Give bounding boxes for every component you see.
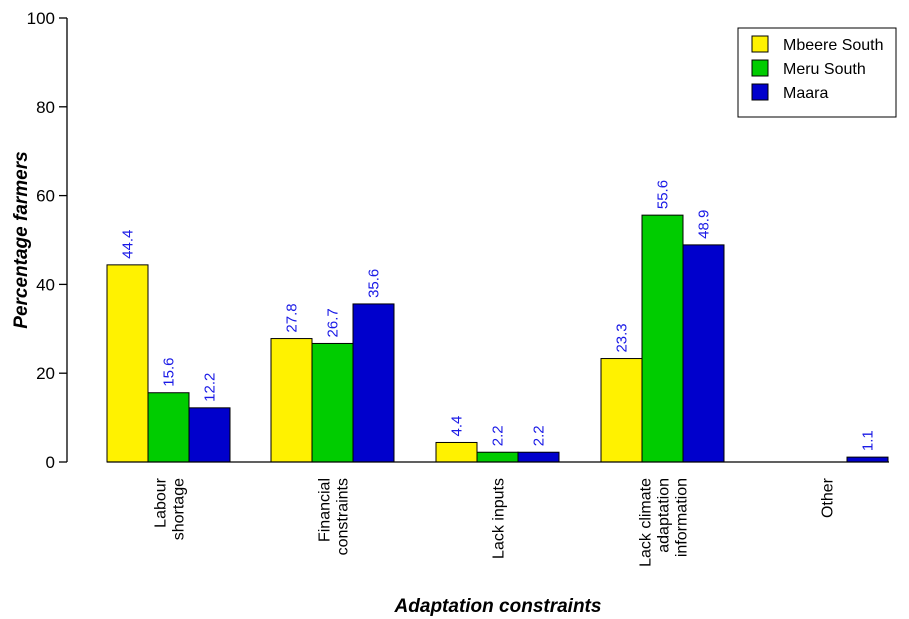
y-tick-label: 0 [46, 453, 55, 472]
bar [600, 358, 643, 463]
y-axis: 0 20 40 60 80 100 [27, 9, 68, 472]
legend-swatch [751, 35, 769, 53]
bar [106, 264, 149, 463]
x-category-label: shortage [171, 478, 188, 540]
bar [517, 451, 560, 463]
y-tick-label: 40 [36, 275, 55, 294]
bar-value-label: 2.2 [490, 425, 507, 446]
legend-label: Meru South [783, 61, 866, 78]
legend-swatch [751, 83, 769, 101]
x-axis-title: Adaptation constraints [394, 596, 602, 617]
bar [682, 244, 725, 463]
legend-swatch [751, 59, 769, 77]
bar-value-label: 27.8 [284, 303, 301, 332]
legend: Mbeere South Meru South Maara [737, 27, 897, 118]
x-category-label: Financial [317, 478, 334, 542]
bar [147, 392, 190, 463]
y-tick-label: 100 [27, 9, 55, 28]
bar [846, 456, 889, 463]
x-category-label: Lack inputs [491, 478, 508, 559]
bar [641, 214, 684, 463]
x-category-label: constraints [335, 478, 352, 555]
x-category-label: adaptation [656, 478, 673, 553]
bar-value-label: 55.6 [655, 180, 672, 209]
bar-value-label: 2.2 [531, 425, 548, 446]
y-axis-title: Percentage farmers [11, 151, 32, 328]
bar-value-label: 1.1 [860, 430, 877, 451]
x-axis-category-labels: Labour shortage Financial constraints Lack i… [153, 477, 837, 567]
y-tick-label: 20 [36, 364, 55, 383]
data-labels: 44.4 27.8 4.4 23.3 15.6 26.7 2.2 55.6 12.2 35.6 2.… [120, 180, 877, 451]
bar [188, 407, 231, 463]
bar [311, 342, 354, 463]
bar-value-label: 48.9 [696, 210, 713, 239]
legend-label: Mbeere South [783, 37, 884, 54]
bar-value-label: 12.2 [202, 373, 219, 402]
bar [270, 338, 313, 463]
bar-value-label: 4.4 [449, 416, 466, 437]
bar-value-label: 23.3 [614, 323, 631, 352]
bar-value-label: 35.6 [366, 269, 383, 298]
bars [106, 214, 889, 463]
bar-value-label: 15.6 [161, 358, 178, 387]
bar [435, 441, 478, 463]
x-category-label: Labour [153, 477, 170, 527]
x-category-label: information [674, 478, 691, 557]
bar-value-label: 44.4 [120, 230, 137, 259]
bar-value-label: 26.7 [325, 308, 342, 337]
bar [476, 451, 519, 463]
x-category-label: Other [820, 477, 837, 518]
x-category-label: Lack climate [638, 478, 655, 567]
bar [352, 303, 395, 463]
y-tick-label: 80 [36, 98, 55, 117]
y-tick-label: 60 [36, 187, 55, 206]
legend-label: Maara [783, 85, 828, 102]
